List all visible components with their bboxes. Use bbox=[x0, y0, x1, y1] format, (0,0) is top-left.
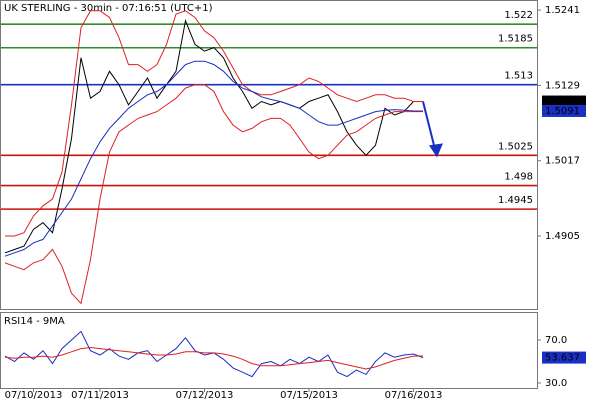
y-tick-label: 1.5241 bbox=[545, 5, 580, 16]
level-label: 1.5185 bbox=[498, 34, 533, 45]
series-line bbox=[4, 19, 423, 254]
value-tag-box bbox=[542, 104, 586, 117]
level-label: 1.5025 bbox=[498, 141, 533, 152]
y-tick-label: 1.4905 bbox=[545, 231, 580, 242]
price-pane bbox=[0, 0, 538, 310]
level-label: 1.498 bbox=[504, 172, 533, 183]
value-tag: 1.51019 bbox=[545, 99, 586, 110]
series-line bbox=[4, 60, 423, 257]
level-label: 1.513 bbox=[504, 71, 533, 82]
y-tick-label: 30.0 bbox=[545, 378, 567, 389]
value-tag: 1.5105 bbox=[545, 97, 580, 108]
series-line bbox=[4, 346, 424, 370]
level-label: 1.522 bbox=[504, 10, 533, 21]
level-label: 1.4945 bbox=[498, 195, 533, 206]
arrow-head bbox=[429, 143, 443, 158]
series-line bbox=[4, 84, 423, 305]
value-tag-box bbox=[542, 95, 586, 108]
y-tick-label: 1.5129 bbox=[545, 80, 580, 91]
x-tick-label: 07/10/2013 bbox=[5, 390, 63, 400]
y-tick-label: 1.5017 bbox=[545, 156, 580, 167]
rsi-pane bbox=[0, 312, 538, 389]
y-tick-label: 70.0 bbox=[545, 335, 567, 346]
x-tick-label: 07/11/2013 bbox=[71, 390, 129, 400]
x-tick-label: 07/15/2013 bbox=[280, 390, 338, 400]
chart-title: UK STERLING - 30min - 07:16:51 (UTC+1) bbox=[4, 3, 213, 14]
value-tag: 53.637 bbox=[545, 353, 580, 364]
series-line bbox=[5, 10, 423, 237]
value-tag-box bbox=[542, 351, 586, 364]
x-tick-label: 07/12/2013 bbox=[176, 390, 234, 400]
rsi-title: RSI14 - 9MA bbox=[4, 316, 65, 327]
value-tag: 1.5091 bbox=[545, 106, 580, 117]
x-tick-label: 07/16/2013 bbox=[385, 390, 443, 400]
forecast-arrow bbox=[422, 101, 436, 150]
